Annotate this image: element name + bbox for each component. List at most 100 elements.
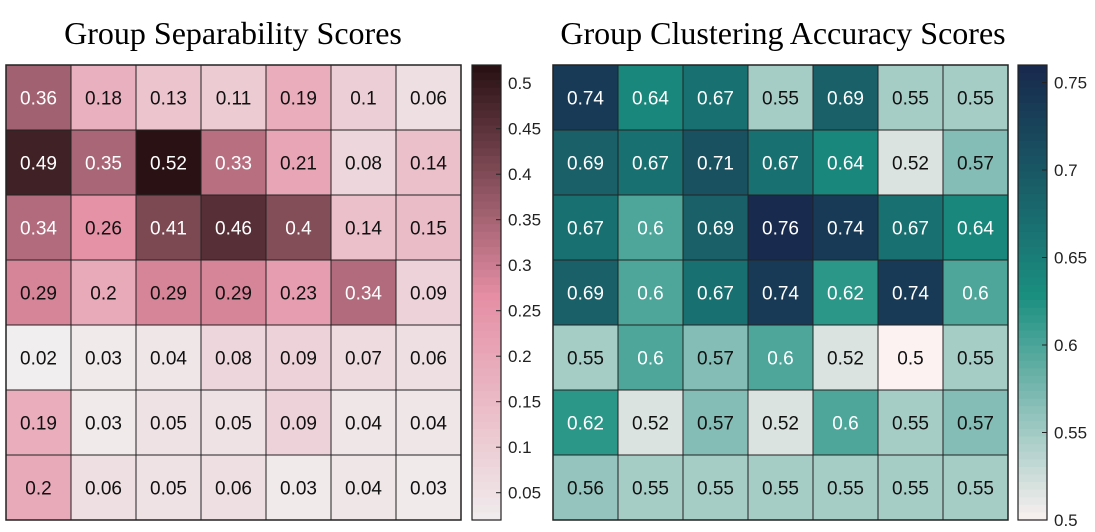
cell-value-label: 0.6: [962, 284, 988, 305]
heatmap-cell: [942, 129, 1009, 196]
colorbar-tick-label: 0.65: [1054, 249, 1087, 268]
colorbar-tick-label: 0.55: [1054, 424, 1087, 443]
cell-value-label: 0.46: [215, 219, 252, 240]
colorbar-segment: [472, 186, 501, 195]
cell-value-label: 0.67: [762, 154, 799, 175]
cell-value-label: 0.64: [632, 89, 669, 110]
heatmap-cell: [812, 324, 879, 391]
colorbar-segment: [472, 292, 501, 301]
heatmap-cell: [747, 324, 814, 391]
cell-value-label: 0.06: [215, 479, 252, 500]
colorbar-segment: [472, 284, 501, 294]
heatmap-cell: [395, 129, 462, 196]
cell-value-label: 0.06: [410, 89, 447, 110]
colorbar-segment: [472, 224, 501, 233]
colorbar-segment: [1018, 284, 1047, 294]
colorbar-segment: [472, 125, 501, 135]
heatmap-cell: [812, 389, 879, 456]
heatmap-cell: [617, 324, 684, 391]
clustering-accuracy-colorbar: 0.5 0.55 0.6 0.65 0.7 0.75: [1017, 64, 1087, 530]
cell-value-label: 0.03: [280, 479, 317, 500]
cell-value-label: 0.4: [285, 219, 312, 240]
colorbar-segment: [472, 118, 501, 127]
cell-value-label: 0.29: [150, 284, 187, 305]
colorbar-segment: [1018, 398, 1047, 408]
colorbar-segment: [472, 466, 501, 476]
colorbar-segment: [472, 345, 501, 354]
heatmap-cell: [70, 389, 137, 456]
cell-value-label: 0.21: [280, 154, 317, 175]
colorbar-segment: [472, 413, 501, 423]
cell-value-label: 0.06: [85, 479, 122, 500]
heatmap-cell: [70, 194, 137, 261]
cell-value-label: 0.19: [280, 89, 317, 110]
colorbar-segment: [1018, 345, 1047, 354]
cell-value-label: 0.04: [345, 479, 382, 500]
cell-value-label: 0.02: [20, 349, 57, 370]
colorbar-tick-label: 0.35: [508, 211, 541, 230]
cell-value-label: 0.18: [85, 89, 122, 110]
colorbar-segment: [1018, 330, 1047, 339]
cell-value-label: 0.09: [410, 284, 447, 305]
colorbar-segment: [1018, 482, 1047, 491]
colorbar-tick-label: 0.2: [508, 347, 532, 366]
colorbar-segment: [1018, 338, 1047, 347]
colorbar-segment: [472, 451, 501, 461]
colorbar-segment: [1018, 391, 1047, 400]
cell-value-label: 0.55: [892, 414, 929, 435]
cell-value-label: 0.29: [20, 284, 57, 305]
colorbar-tick-label: 0.1: [508, 438, 532, 457]
heatmap-cell: [70, 259, 137, 326]
cell-value-label: 0.26: [85, 219, 122, 240]
colorbar-segment: [1018, 300, 1047, 309]
heatmap-cell: [812, 454, 879, 521]
colorbar-segment: [472, 247, 501, 256]
cell-value-label: 0.74: [892, 284, 929, 305]
colorbar-segment: [1018, 322, 1047, 332]
colorbar-segment: [1018, 216, 1047, 226]
colorbar-segment: [1018, 436, 1047, 445]
heatmap-cell: [395, 454, 462, 521]
colorbar-segment: [472, 459, 501, 468]
cell-value-label: 0.04: [345, 414, 382, 435]
colorbar-segment: [472, 262, 501, 271]
cell-value-label: 0.34: [345, 284, 382, 305]
colorbar-segment: [1018, 80, 1047, 89]
cell-value-label: 0.57: [697, 349, 734, 370]
heatmap-cell: [812, 129, 879, 196]
colorbar-tick-label: 0.7: [1054, 161, 1078, 180]
heatmap-cell: [330, 194, 397, 261]
colorbar-segment: [1018, 504, 1047, 514]
cell-value-label: 0.76: [762, 219, 799, 240]
cell-value-label: 0.55: [762, 89, 799, 110]
heatmap-cell: [330, 454, 397, 521]
cell-value-label: 0.69: [567, 284, 604, 305]
colorbar-segment: [472, 216, 501, 226]
colorbar-tick-label: 0.05: [508, 484, 541, 503]
colorbar-segment: [472, 156, 501, 165]
cell-value-label: 0.29: [215, 284, 252, 305]
colorbar-segment: [1018, 474, 1047, 483]
heatmap-cell: [747, 194, 814, 261]
heatmap-cell: [330, 259, 397, 326]
clustering-accuracy-heatmap: 0.74 0.64 0.67 0.55 0.69 0.55 0.55 0.69 0.67 0.71…: [552, 64, 1009, 521]
heatmap-cell: [5, 259, 72, 326]
heatmap-cell: [200, 454, 267, 521]
heatmap-cell: [265, 129, 332, 196]
colorbar-segment: [472, 482, 501, 491]
colorbar-segment: [1018, 444, 1047, 453]
colorbar-tick-label: 0.6: [1054, 336, 1078, 355]
colorbar-segment: [1018, 148, 1047, 157]
colorbar-segment: [472, 87, 501, 97]
cell-value-label: 0.55: [632, 479, 669, 500]
heatmap-cell: [942, 194, 1009, 261]
cell-value-label: 0.19: [20, 414, 57, 435]
heatmap-cell: [265, 194, 332, 261]
cell-value-label: 0.71: [697, 154, 734, 175]
colorbar-segment: [1018, 247, 1047, 256]
heatmap-cell: [552, 389, 619, 456]
colorbar-segment: [472, 65, 501, 74]
cell-value-label: 0.04: [150, 349, 187, 370]
separability-colorbar: 0.05 0.1 0.15 0.2 0.25 0.3 0.35 0.4 0.45 0.5: [471, 64, 541, 521]
colorbar-segment: [1018, 163, 1047, 172]
